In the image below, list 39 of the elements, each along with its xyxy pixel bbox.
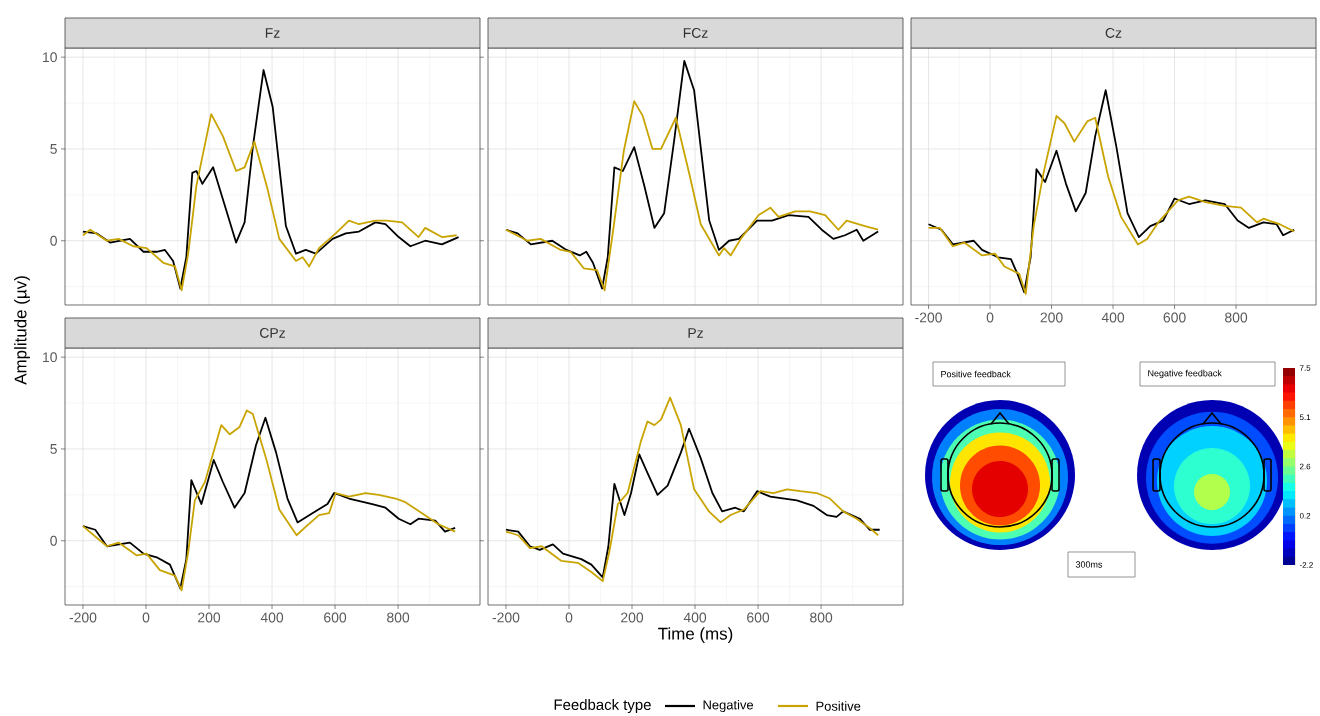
x-tick-label: 400	[683, 612, 707, 623]
x-tick-label: -200	[69, 612, 97, 623]
chart-title: CPz	[260, 328, 285, 338]
x-tick-label: -200	[915, 312, 942, 323]
y-tick-label: 0	[50, 535, 57, 546]
legend-label: Positive	[816, 701, 861, 711]
y-tick-label: 0	[50, 235, 57, 246]
x-axis-title: Time (ms)	[658, 627, 733, 644]
chart-title: Pz	[688, 328, 703, 338]
chart-title: FCz	[683, 28, 708, 38]
legend-label: Negative	[703, 699, 754, 713]
x-tick-label: 400	[260, 612, 284, 623]
text: Positive feedback	[941, 370, 1011, 378]
x-tick-label: 800	[387, 612, 410, 623]
text: Negative feedback	[1148, 369, 1222, 379]
x-tick-label: 200	[1040, 312, 1063, 323]
y-tick-label: 5	[50, 144, 57, 154]
y-axis-title: Amplitude (µv)	[14, 276, 30, 385]
y-tick-label: 10	[43, 52, 57, 63]
x-tick-label: 200	[621, 612, 644, 623]
x-tick-label: -200	[492, 612, 520, 623]
text: 300ms	[1075, 561, 1103, 568]
legend-title: Feedback type	[554, 699, 651, 713]
x-tick-label: 0	[986, 312, 994, 323]
x-tick-label: 0	[142, 612, 150, 623]
x-tick-label: 0	[565, 612, 573, 623]
chart-title: Cz	[1105, 28, 1122, 38]
line-series	[82, 113, 458, 292]
x-tick-label: 200	[198, 612, 221, 623]
x-tick-label: 400	[1101, 312, 1125, 323]
x-tick-label: 800	[810, 612, 833, 623]
chart-title: Fz	[265, 28, 280, 38]
x-tick-label: 800	[1225, 312, 1248, 323]
x-tick-label: 600	[324, 612, 347, 623]
y-tick-label: 10	[43, 352, 57, 363]
x-tick-label: 600	[747, 612, 770, 623]
line-series	[82, 69, 460, 290]
x-tick-label: 600	[1163, 312, 1186, 323]
y-tick-label: 5	[50, 444, 57, 454]
